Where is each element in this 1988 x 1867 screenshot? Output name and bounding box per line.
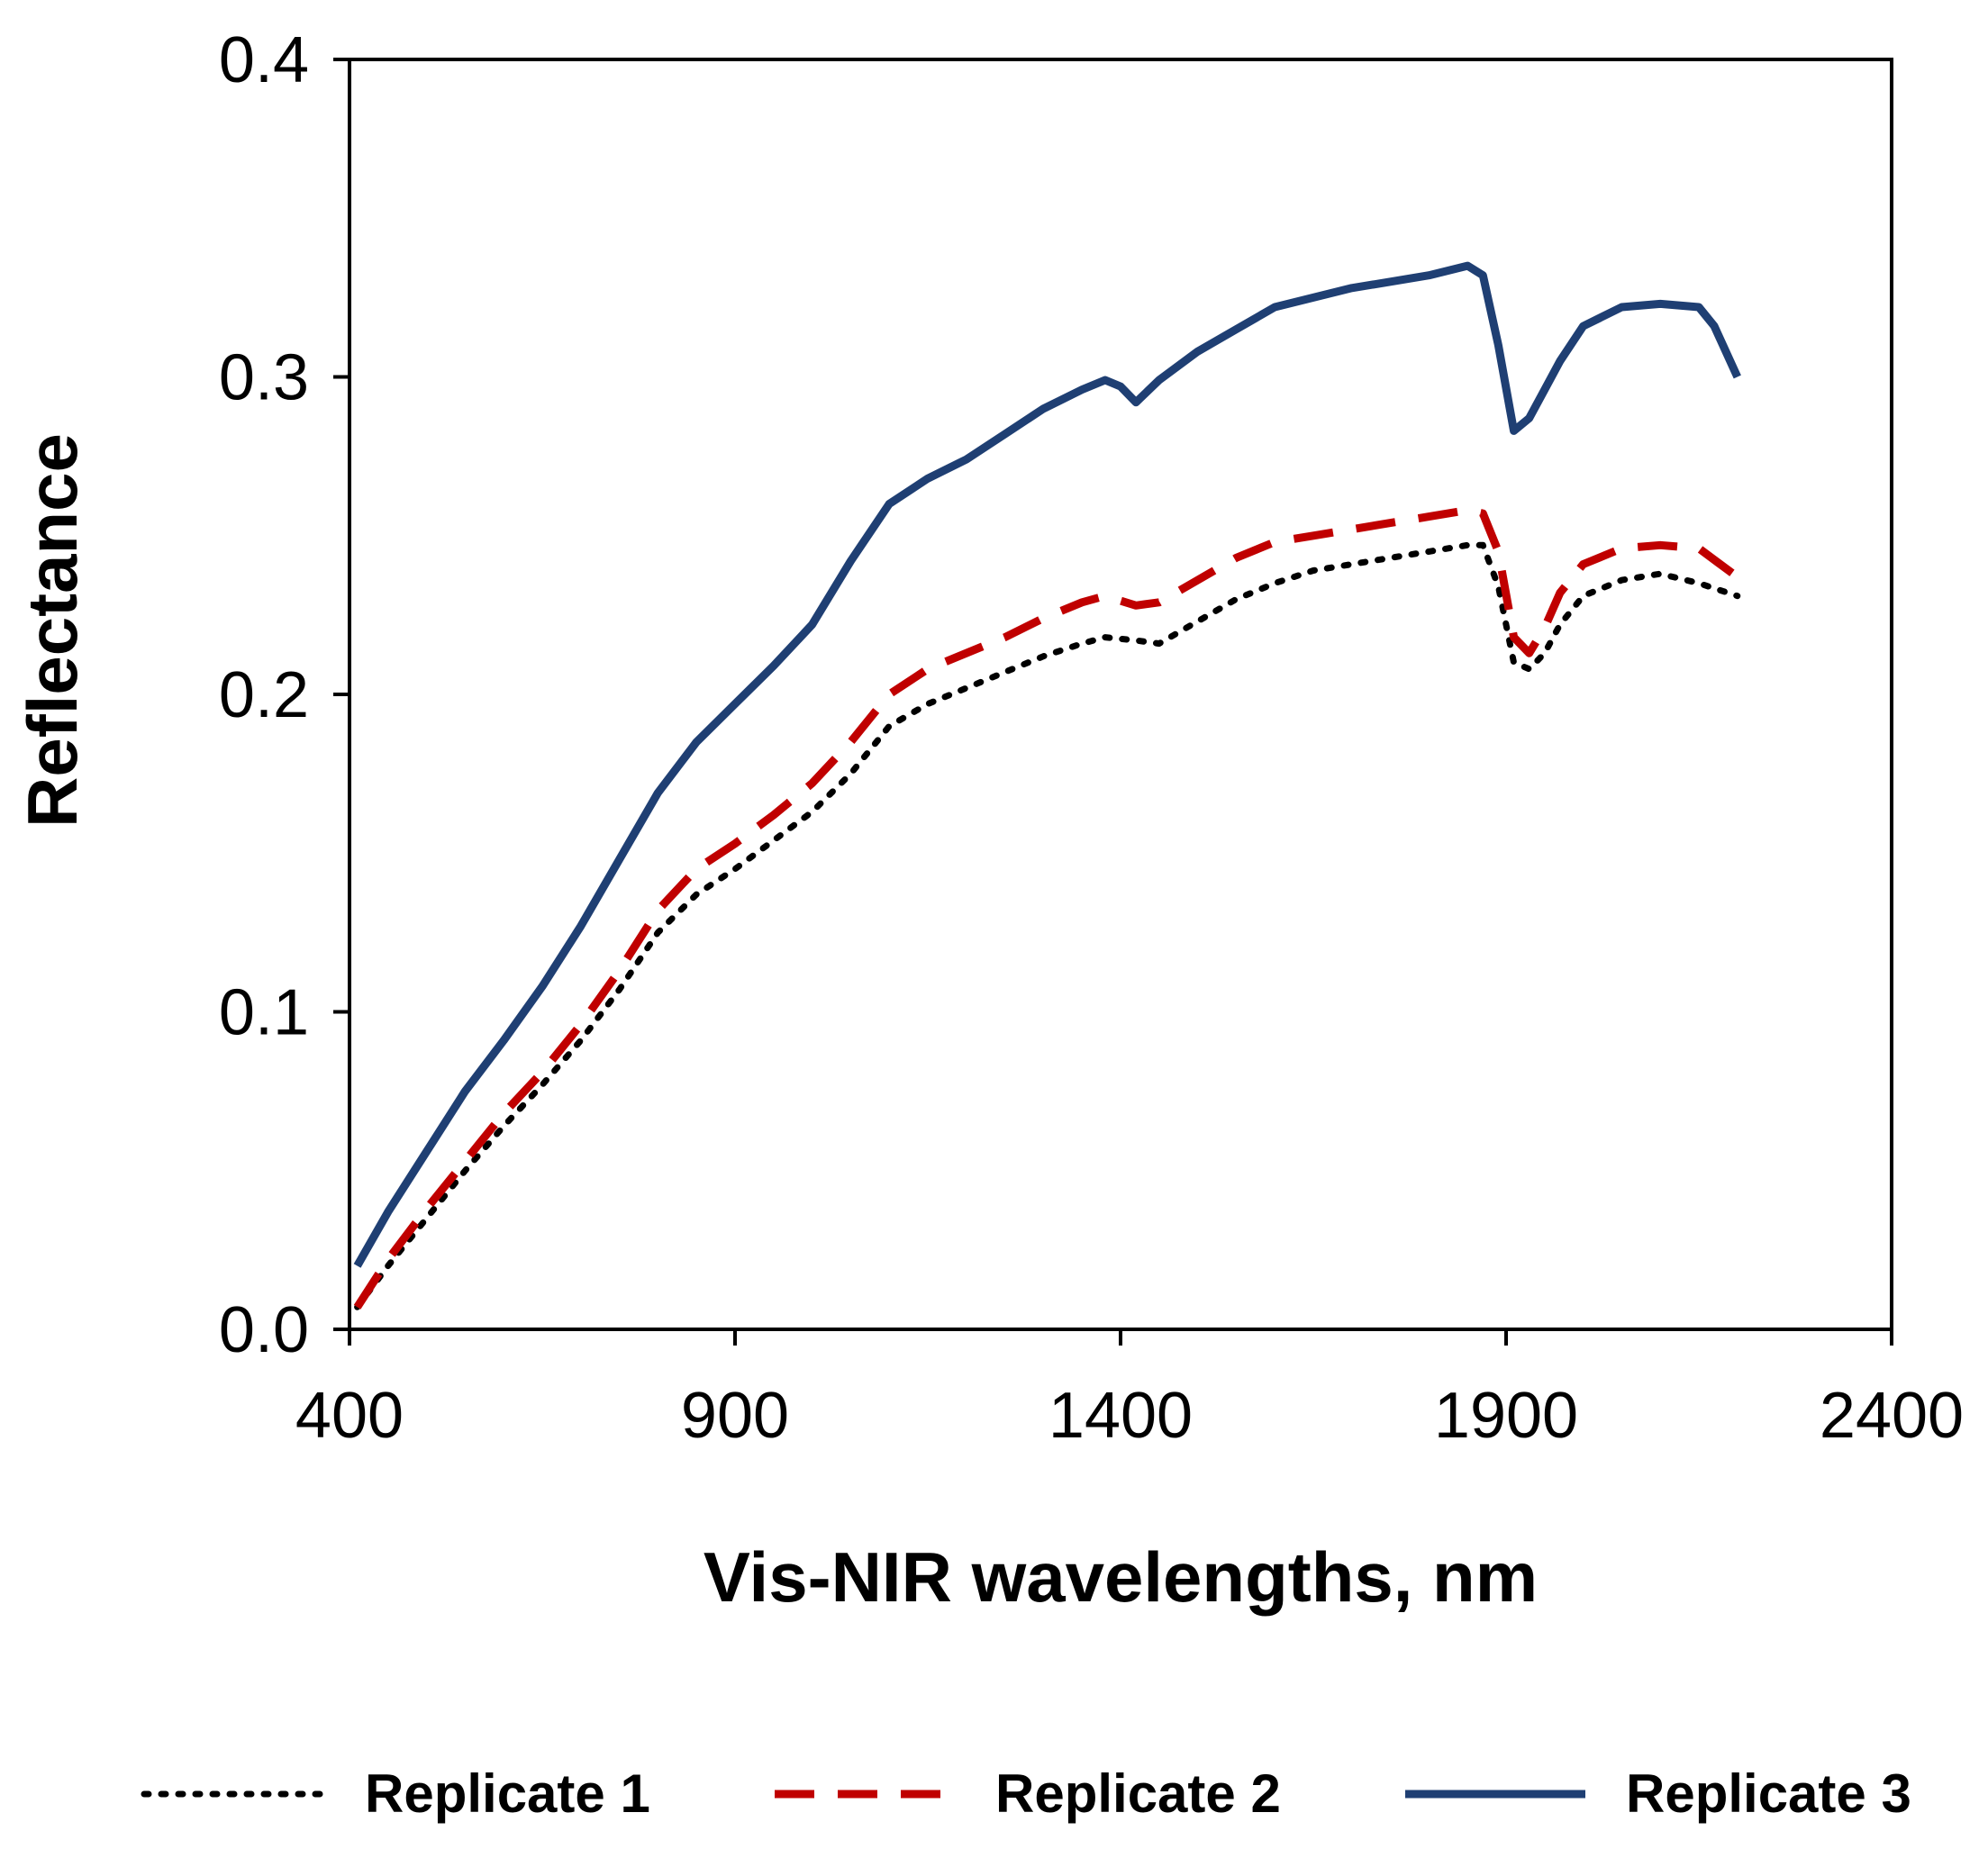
x-axis-title: Vis-NIR wavelengths, nm: [704, 1537, 1538, 1617]
legend-label-2: Replicate 2: [995, 1763, 1281, 1824]
series-line-1: [354, 541, 1741, 1310]
x-tick-label: 900: [681, 1380, 789, 1452]
plot-frame: [348, 58, 1893, 1331]
x-tick-label: 400: [295, 1380, 404, 1452]
y-tick-label: 0.0: [219, 1294, 309, 1366]
y-tick-label: 0.4: [219, 24, 309, 96]
series-line-2: [353, 506, 1740, 1310]
legend-label-3: Replicate 3: [1626, 1763, 1911, 1824]
x-axis-ticks: 400 900 1400 1900 2400: [295, 1329, 1964, 1452]
series-line-3: [353, 261, 1741, 1268]
x-tick-label: 1400: [1048, 1380, 1193, 1452]
series-layer: [353, 261, 1741, 1310]
y-tick-label: 0.3: [219, 342, 309, 414]
x-tick-label: 2400: [1820, 1380, 1964, 1452]
x-tick-label: 1900: [1434, 1380, 1578, 1452]
y-tick-label: 0.2: [219, 659, 309, 731]
y-tick-label: 0.1: [219, 977, 309, 1049]
y-axis-title: Reflectance: [13, 433, 92, 828]
legend: Replicate 1 Replicate 2 Replicate 3: [141, 1763, 1911, 1824]
y-axis-ticks: 0.0 0.1 0.2 0.3 0.4: [219, 24, 349, 1366]
legend-label-1: Replicate 1: [365, 1763, 650, 1824]
